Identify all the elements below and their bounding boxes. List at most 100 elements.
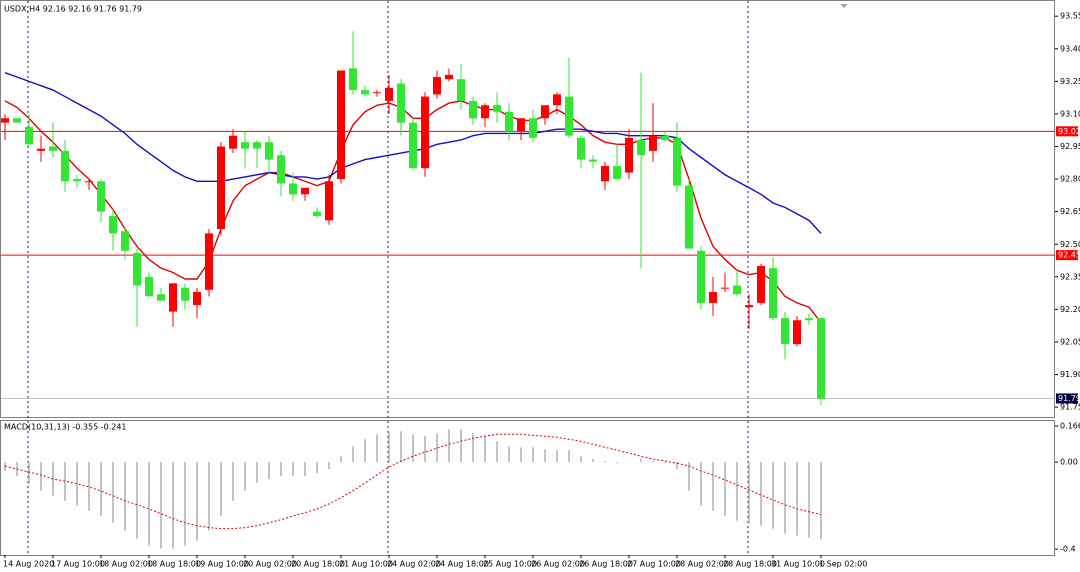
level-label: 93.02 <box>1058 127 1080 136</box>
candle-body <box>685 185 693 249</box>
y-tick-label: 91.90 <box>1060 370 1080 379</box>
candle-body <box>733 285 741 295</box>
candle-body <box>649 135 657 151</box>
candle-body <box>529 118 537 138</box>
candle-body <box>325 181 333 221</box>
y-tick-label: 0.166 <box>1060 422 1080 431</box>
candle-body <box>109 216 117 234</box>
candle-body <box>565 96 573 136</box>
level-label: 92.45 <box>1058 251 1080 260</box>
candle-body <box>709 292 717 303</box>
moving-average <box>4 100 822 323</box>
candle-body <box>517 118 525 132</box>
y-tick-label: 92.05 <box>1060 337 1080 346</box>
candle-body <box>613 166 621 180</box>
y-tick-label: 92.50 <box>1060 240 1080 249</box>
x-tick-label: 24 Aug 02:00 <box>387 560 441 569</box>
x-tick-label: 14 Aug 2020 <box>3 560 54 569</box>
candle-body <box>433 77 441 95</box>
candle-body <box>145 276 153 297</box>
candle-body <box>121 231 129 251</box>
candle-body <box>553 94 561 106</box>
candle-body <box>1 118 9 123</box>
candle-body <box>253 142 261 149</box>
candle-body <box>301 187 309 195</box>
candle-body <box>397 83 405 123</box>
candle-body <box>265 142 273 160</box>
shift-marker <box>840 4 848 8</box>
y-tick-label: 0.00 <box>1060 458 1078 467</box>
y-tick-label: 93.25 <box>1060 77 1080 86</box>
candle-body <box>481 105 489 119</box>
x-tick-label: 17 Aug 10:00 <box>51 560 105 569</box>
candle-body <box>181 287 189 301</box>
candle-body <box>745 305 753 308</box>
candle-body <box>73 179 81 182</box>
candle-body <box>457 79 465 101</box>
candle-body <box>793 320 801 345</box>
macd-title: MACD(10,31,13) -0.355 -0.241 <box>4 423 127 432</box>
x-tick-label: 26 Aug 02:00 <box>531 560 585 569</box>
x-tick-label: 21 Aug 10:00 <box>339 560 393 569</box>
level-label-bg <box>1056 126 1078 137</box>
x-tick-label: 25 Aug 10:00 <box>483 560 537 569</box>
candle-body <box>193 292 201 306</box>
y-tick-label: 92.95 <box>1060 142 1080 151</box>
x-tick-label: 1 Sep 02:00 <box>819 560 867 569</box>
candle-body <box>217 146 225 230</box>
x-tick-label: 20 Aug 02:00 <box>243 560 297 569</box>
macd-panel-frame <box>0 420 1055 556</box>
candle-body <box>577 137 585 160</box>
candle-body <box>817 318 825 399</box>
candle-body <box>349 68 357 91</box>
y-tick-label: 92.20 <box>1060 305 1080 314</box>
candle-body <box>661 135 669 140</box>
candle-body <box>385 87 393 101</box>
y-tick-label: -0.4 <box>1060 545 1076 554</box>
x-tick-label: 28 Aug 18:00 <box>723 560 777 569</box>
y-tick-label: 91.75 <box>1060 403 1080 412</box>
candle-body <box>469 100 477 119</box>
chart-title: USDX,H4 92.16 92.16 91.76 91.79 <box>4 5 142 14</box>
x-tick-label: 27 Aug 10:00 <box>627 560 681 569</box>
candle-body <box>421 96 429 169</box>
candle-body <box>169 283 177 312</box>
candle-body <box>241 142 249 149</box>
candle-body <box>589 159 597 162</box>
candle-body <box>37 148 45 151</box>
candle-body <box>637 140 645 156</box>
x-tick-label: 31 Aug 10:00 <box>771 560 825 569</box>
candle-body <box>277 155 285 184</box>
x-tick-label: 24 Aug 18:00 <box>435 560 489 569</box>
candle-body <box>25 126 33 145</box>
x-tick-label: 18 Aug 02:00 <box>99 560 153 569</box>
y-tick-label: 92.65 <box>1060 207 1080 216</box>
candle-body <box>673 137 681 186</box>
y-tick-label: 93.40 <box>1060 44 1080 53</box>
candle-body <box>313 211 321 217</box>
candle-body <box>97 181 105 212</box>
candle-body <box>697 250 705 303</box>
x-tick-label: 20 Aug 18:00 <box>291 560 345 569</box>
x-tick-label: 26 Aug 18:00 <box>579 560 633 569</box>
candle-body <box>781 318 789 345</box>
last-price-label: 91.79 <box>1058 394 1080 403</box>
candle-body <box>721 287 729 289</box>
x-tick-label: 28 Aug 02:00 <box>675 560 729 569</box>
candle-body <box>361 90 369 95</box>
y-tick-label: 93.55 <box>1060 12 1080 21</box>
x-tick-label: 19 Aug 10:00 <box>195 560 249 569</box>
last-price-bg <box>1056 393 1078 404</box>
candle-body <box>133 252 141 286</box>
candle-body <box>409 122 417 169</box>
candle-body <box>337 70 345 180</box>
candle-body <box>445 74 453 80</box>
candle-body <box>49 146 57 151</box>
candle-body <box>541 105 549 119</box>
y-tick-label: 92.80 <box>1060 175 1080 184</box>
candle-body <box>625 137 633 173</box>
candle-body <box>157 294 165 301</box>
candle-body <box>205 233 213 290</box>
candle-body <box>13 118 21 123</box>
